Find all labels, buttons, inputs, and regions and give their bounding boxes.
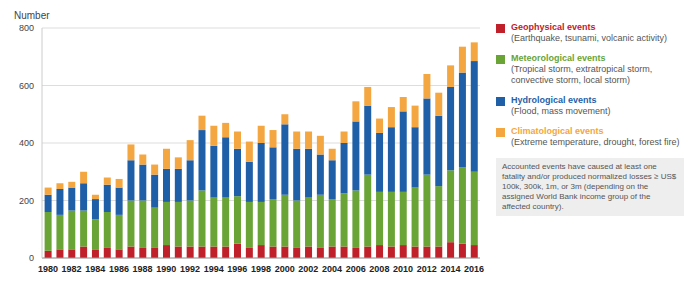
svg-text:200: 200: [19, 196, 34, 206]
svg-text:1998: 1998: [251, 264, 271, 274]
html-text:Climatological events: Climatological events: [511, 126, 604, 136]
html-text:(Tropical storm, extratropical: (Tropical storm, extratropical storm, co…: [511, 64, 653, 85]
html-text:Number: Number: [14, 10, 50, 21]
svg-text:800: 800: [19, 23, 34, 33]
svg-text:1990: 1990: [156, 264, 176, 274]
svg-text:2000: 2000: [275, 264, 295, 274]
svg-text:1992: 1992: [180, 264, 200, 274]
svg-text:2002: 2002: [298, 264, 318, 274]
svg-text:2004: 2004: [322, 264, 342, 274]
svg-text:1996: 1996: [227, 264, 247, 274]
html-text:Meteorological events: Meteorological events: [511, 53, 606, 63]
svg-text:2014: 2014: [440, 264, 460, 274]
svg-text:1980: 1980: [38, 264, 58, 274]
html-text:Hydrological events: Hydrological events: [511, 95, 597, 105]
svg-text:2016: 2016: [464, 264, 484, 274]
svg-text:1982: 1982: [62, 264, 82, 274]
html-text:(Extreme temperature, drought,: (Extreme temperature, drought, forest fi…: [511, 137, 680, 147]
svg-text:2010: 2010: [393, 264, 413, 274]
svg-text:2006: 2006: [346, 264, 366, 274]
svg-text:0: 0: [29, 253, 34, 263]
svg-text:2012: 2012: [417, 264, 437, 274]
html-text:(Earthquake, tsunami, volcanic: (Earthquake, tsunami, volcanic activity): [511, 33, 668, 43]
html-text:Accounted events have caused a: Accounted events have caused at least on…: [502, 162, 677, 211]
svg-text:1988: 1988: [133, 264, 153, 274]
svg-text:1994: 1994: [204, 264, 224, 274]
svg-text:1986: 1986: [109, 264, 129, 274]
svg-text:2008: 2008: [369, 264, 389, 274]
svg-text:1984: 1984: [85, 264, 105, 274]
html-text:(Flood, mass movement): (Flood, mass movement): [511, 106, 611, 116]
html-text:Geophysical events: Geophysical events: [511, 22, 596, 32]
svg-text:600: 600: [19, 81, 34, 91]
svg-text:400: 400: [19, 138, 34, 148]
